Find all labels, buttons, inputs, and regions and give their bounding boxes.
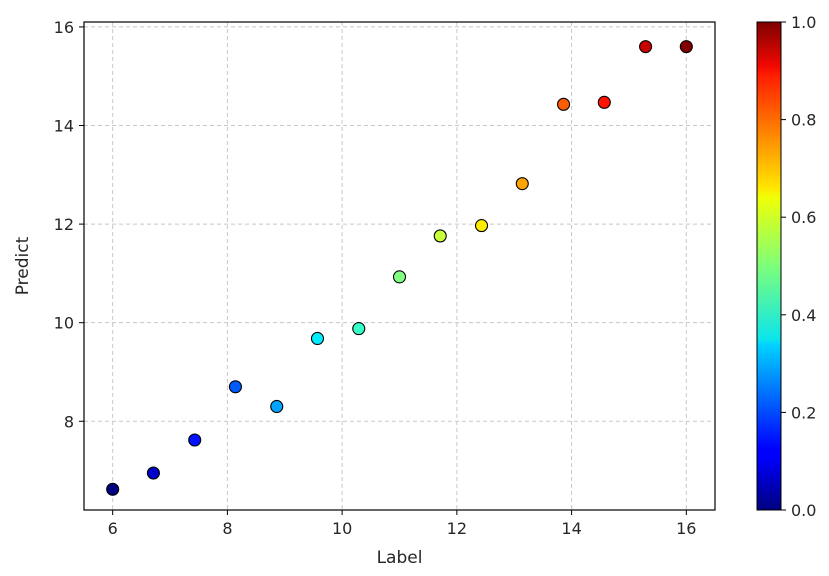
colorbar-tick-label: 1.0 xyxy=(791,13,816,32)
x-tick-label: 10 xyxy=(332,519,352,538)
x-tick-label: 8 xyxy=(222,519,232,538)
y-axis-ticks: 8 10 12 14 16 xyxy=(54,18,84,431)
data-point xyxy=(310,331,325,346)
data-points xyxy=(106,40,693,496)
y-tick-label: 10 xyxy=(54,314,74,333)
y-tick-label: 12 xyxy=(54,215,74,234)
x-axis-label: Label xyxy=(377,548,423,568)
y-tick-label: 16 xyxy=(54,18,74,37)
data-point xyxy=(270,399,284,414)
y-axis-label: Predict xyxy=(13,236,33,295)
data-point xyxy=(352,322,366,336)
x-tick-label: 14 xyxy=(561,519,581,538)
x-tick-label: 6 xyxy=(108,519,118,538)
data-point xyxy=(557,97,571,111)
data-point xyxy=(106,482,120,496)
data-point xyxy=(679,40,693,54)
plot-frame xyxy=(83,21,716,511)
colorbar xyxy=(756,21,782,511)
data-point xyxy=(228,380,242,394)
data-point xyxy=(597,95,611,109)
colorbar-ticks: 0.0 0.2 0.4 0.6 0.8 1.0 xyxy=(781,13,816,520)
colorbar-tick-label: 0.8 xyxy=(791,111,816,130)
y-tick-label: 8 xyxy=(64,412,74,431)
colorbar-tick-label: 0.4 xyxy=(791,306,816,325)
colorbar-tick-label: 0.2 xyxy=(791,403,816,422)
data-point xyxy=(146,466,160,480)
colorbar-tick-label: 0.0 xyxy=(791,501,816,520)
y-tick-label: 14 xyxy=(54,117,74,136)
x-tick-label: 12 xyxy=(447,519,467,538)
x-axis-ticks: 6 8 10 12 14 16 xyxy=(108,510,696,538)
data-point xyxy=(188,433,202,447)
data-point xyxy=(474,219,489,233)
grid xyxy=(84,22,715,510)
data-point xyxy=(433,229,447,243)
colorbar-tick-label: 0.6 xyxy=(791,208,816,227)
data-point xyxy=(392,270,407,284)
x-tick-label: 16 xyxy=(676,519,696,538)
data-point xyxy=(515,177,529,191)
data-point xyxy=(639,40,653,54)
